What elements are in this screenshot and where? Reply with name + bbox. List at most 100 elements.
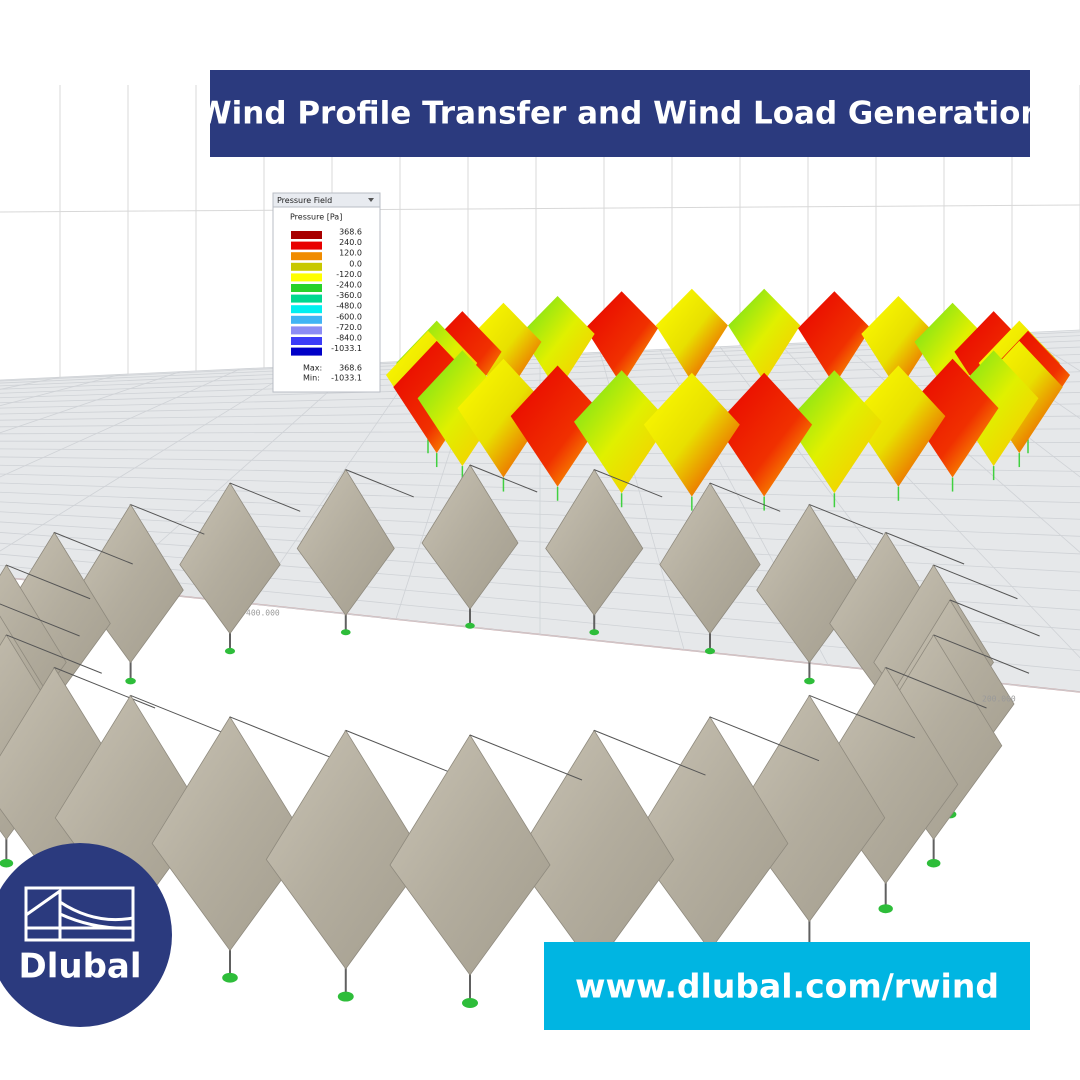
cable [809, 694, 916, 739]
legend-swatch [291, 347, 322, 356]
legend-label: 368.6 [339, 228, 362, 237]
cable [130, 694, 237, 739]
url-banner[interactable] [544, 942, 1030, 1030]
support [704, 647, 716, 655]
cable [345, 469, 414, 498]
legend-swatch [291, 252, 322, 261]
pressure-sail [906, 358, 999, 478]
cable [345, 729, 458, 776]
legend-swatch [291, 231, 322, 239]
cable [709, 482, 781, 512]
legend-swatch [291, 326, 322, 335]
pressure-sail [861, 295, 936, 392]
legend-label: 240.0 [339, 238, 362, 247]
pressure-sail [914, 302, 991, 401]
legend-label: -840.0 [336, 334, 362, 343]
axis-label: 400.000 [246, 609, 280, 618]
cable [229, 716, 340, 762]
pressure-sail [797, 291, 871, 386]
cable [6, 634, 102, 674]
support [462, 998, 478, 1008]
legend-panel: Pressure Field Pressure [Pa] Max: 368.6 … [272, 192, 381, 393]
legend-swatch [291, 284, 322, 292]
max-label: Max: [303, 364, 322, 373]
support [125, 677, 136, 685]
cable [933, 564, 1018, 600]
pressure-sail [574, 370, 670, 494]
pressure-sail [585, 291, 659, 386]
url[interactable]: www.dlubal.com/rwind [575, 967, 999, 1006]
cable [933, 634, 1030, 674]
pressure-sail [716, 372, 813, 497]
grid-line [0, 371, 181, 434]
legend-label: -360.0 [336, 291, 362, 300]
axis-label: 200.000 [982, 695, 1016, 704]
support [804, 677, 815, 685]
logo-text: Dlubal [18, 947, 141, 987]
max-value: 368.6 [339, 364, 362, 373]
cable [469, 464, 538, 493]
cable [130, 504, 205, 535]
membrane-sail [179, 482, 281, 635]
membrane-sail [151, 716, 309, 952]
pressure-sail [728, 288, 801, 382]
pressure-sail [643, 372, 740, 497]
cable [0, 603, 80, 637]
logo-icon [25, 888, 134, 940]
grid-line [959, 335, 1080, 420]
cable [6, 564, 91, 600]
pressure-sail [510, 365, 605, 487]
pressure-sail [520, 295, 595, 392]
cable [709, 716, 820, 762]
membrane-sail [389, 734, 551, 976]
support [465, 622, 475, 629]
legend-title: Pressure Field [277, 196, 332, 205]
support [340, 629, 351, 636]
pressure-sail [465, 302, 542, 401]
membrane-sail [265, 729, 426, 970]
wall-line [0, 204, 1080, 213]
support [589, 629, 600, 636]
cable [949, 599, 1040, 637]
legend-label: -120.0 [336, 270, 362, 279]
dropdown-arrow[interactable] [368, 198, 374, 202]
membrane-sail [545, 468, 644, 616]
cable [809, 504, 884, 535]
min-value: -1033.1 [331, 374, 362, 383]
membrane-sail [659, 482, 761, 635]
membrane-sail [421, 464, 519, 610]
legend-swatch [291, 337, 322, 345]
grid-line [0, 365, 301, 552]
membrane-sail [296, 468, 395, 616]
legend-frame [272, 192, 381, 393]
support [0, 858, 14, 868]
legend-header [272, 192, 381, 208]
pressure-sail [457, 358, 550, 478]
support [337, 991, 354, 1002]
grid-line [0, 368, 241, 478]
legend-swatch [291, 262, 322, 271]
legend-label: -600.0 [336, 312, 362, 321]
legend-swatch [291, 241, 322, 250]
grid-line [251, 360, 421, 604]
pressure-sail [786, 370, 882, 494]
legend-label: -480.0 [336, 302, 362, 311]
cable [469, 734, 583, 781]
support [926, 858, 941, 868]
legend-label: -720.0 [336, 323, 362, 332]
cable [229, 482, 301, 512]
cable [885, 532, 965, 565]
legend-swatch [291, 273, 322, 282]
support [222, 972, 238, 983]
legend-label: 0.0 [349, 259, 362, 268]
cable [54, 667, 156, 709]
cable [594, 469, 663, 498]
cable [54, 532, 133, 565]
support [224, 647, 236, 655]
support [878, 904, 893, 914]
model-view [0, 85, 1080, 1008]
legend-label: 120.0 [339, 249, 362, 258]
pressure-sail [655, 288, 728, 382]
logo: Dlubal [0, 843, 172, 1027]
